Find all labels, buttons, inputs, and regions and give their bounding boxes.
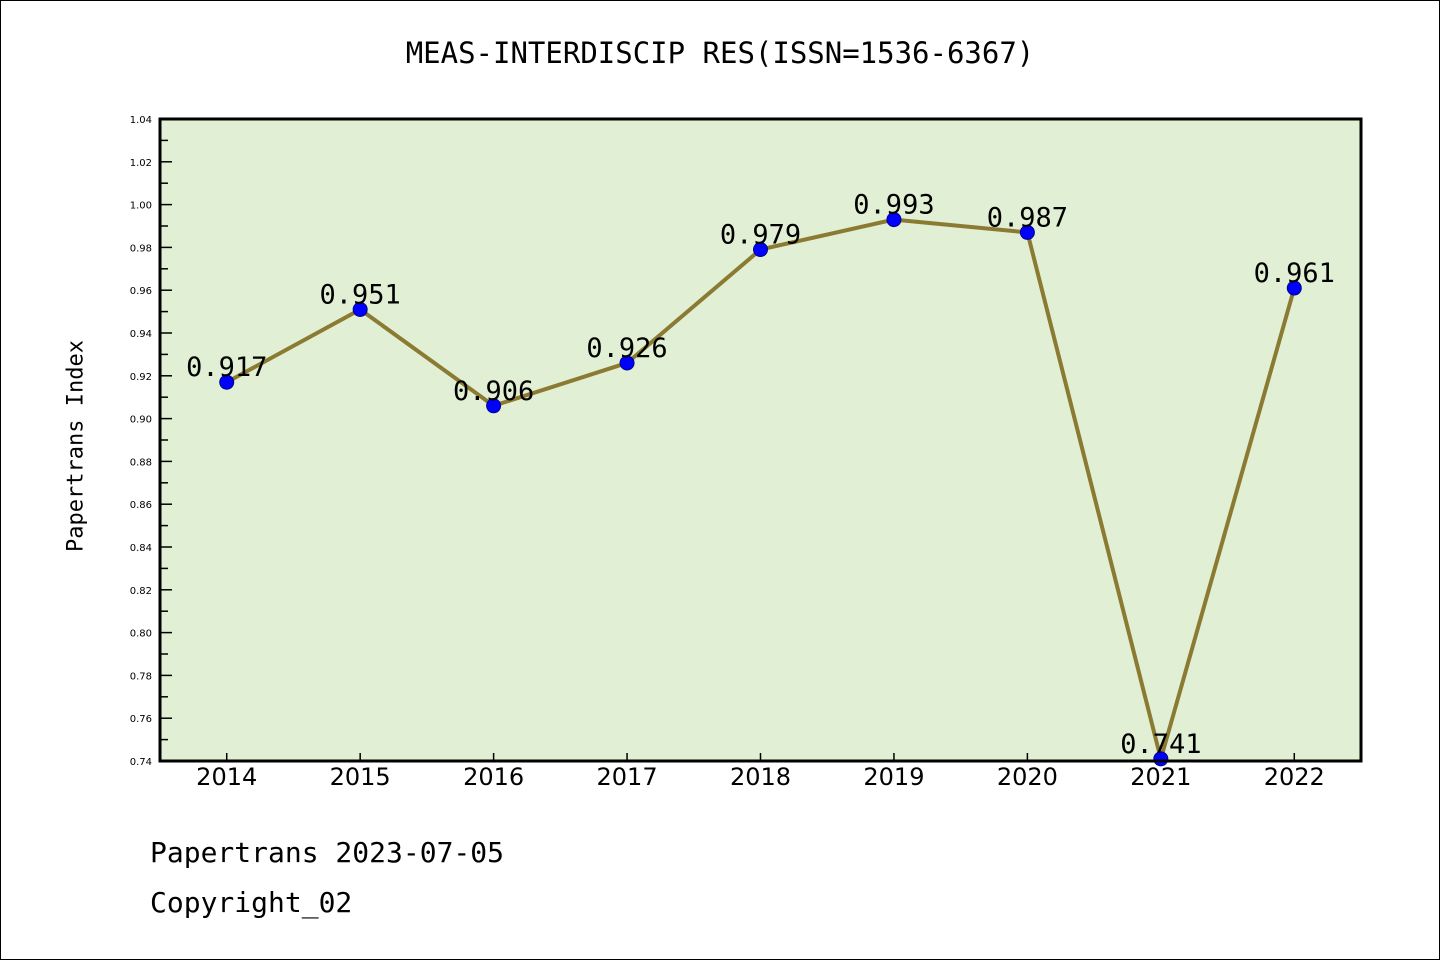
plot-border [158,117,1363,763]
data-label: 0.741 [1120,729,1201,760]
plot-area [160,119,1361,761]
y-tick-label: 0.74 [130,757,152,768]
y-tick-label: 0.96 [130,286,152,297]
x-tick-label: 2019 [863,763,924,791]
y-tick-label: 0.90 [130,415,152,426]
data-point [886,212,902,228]
data-label: 0.987 [987,202,1068,233]
x-tick-label: 2022 [1264,763,1325,791]
y-tick-label: 0.86 [130,500,152,511]
y-tick-label: 1.02 [130,158,152,169]
data-point [486,398,502,414]
y-tick-label: 0.82 [130,586,152,597]
x-tick-label: 2014 [196,763,257,791]
y-tick-label: 0.88 [130,457,152,468]
y-tick-label: 1.00 [130,201,152,212]
data-point [219,374,235,390]
chart-title: MEAS-INTERDISCIP RES(ISSN=1536-6367) [405,36,1035,70]
footer-date: Papertrans 2023-07-05 [150,836,505,869]
data-label: 0.951 [320,279,401,310]
y-tick-label: 0.78 [130,671,152,682]
x-tick-label: 2020 [997,763,1058,791]
y-tick-label: 0.76 [130,714,152,725]
data-label: 0.906 [453,376,534,407]
y-tick-label: 0.94 [130,329,152,340]
x-tick-label: 2017 [597,763,658,791]
data-label: 0.917 [186,352,267,383]
x-tick-label: 2021 [1130,763,1191,791]
y-tick-label: 1.04 [130,115,152,126]
x-tick-label: 2015 [330,763,391,791]
x-tick-label: 2016 [463,763,524,791]
y-tick-label: 0.92 [130,372,152,383]
y-tick-label: 0.98 [130,243,152,254]
footer-copyright: Copyright_02 [150,886,353,919]
y-tick-label: 0.84 [130,543,152,554]
data-label: 0.961 [1254,258,1335,289]
data-label: 0.993 [853,190,934,221]
y-tick-label: 0.80 [130,629,152,640]
data-point [753,242,768,258]
data-label: 0.926 [586,333,667,364]
data-point [619,355,635,371]
x-tick-label: 2018 [730,763,791,791]
data-label: 0.979 [720,220,801,251]
data-point [1286,280,1302,296]
data-point [352,301,368,317]
data-point [1019,224,1035,240]
